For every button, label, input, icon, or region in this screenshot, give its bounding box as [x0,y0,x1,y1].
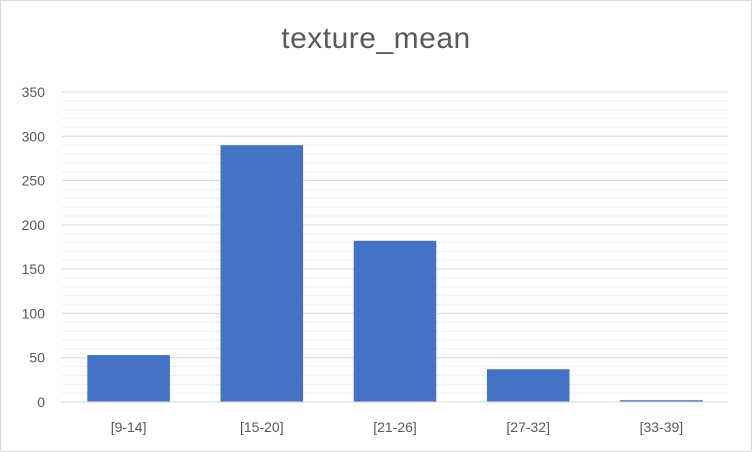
x-tick-label: [21-26] [373,419,417,435]
bar [87,355,170,402]
y-tick-label: 350 [22,84,46,100]
y-tick-label: 50 [29,350,45,366]
x-axis-ticks: [9-14] [15-20] [21-26] [27-32] [33-39] [111,419,684,435]
y-tick-label: 200 [22,217,46,233]
x-tick-label: [15-20] [240,419,284,435]
y-axis-ticks: 0 50 100 150 200 250 300 350 [22,84,46,410]
y-tick-label: 300 [22,128,46,144]
y-tick-label: 0 [37,394,45,410]
bar [220,145,304,402]
bar [486,369,570,402]
bar [620,400,703,402]
y-tick-label: 150 [22,261,46,277]
x-tick-label: [33-39] [640,419,684,435]
bars [87,145,703,402]
chart-title: texture_mean [281,22,471,55]
x-tick-label: [27-32] [506,419,550,435]
y-tick-label: 100 [22,305,46,321]
x-tick-label: [9-14] [111,419,147,435]
y-tick-label: 250 [22,173,46,189]
bar [353,240,437,402]
